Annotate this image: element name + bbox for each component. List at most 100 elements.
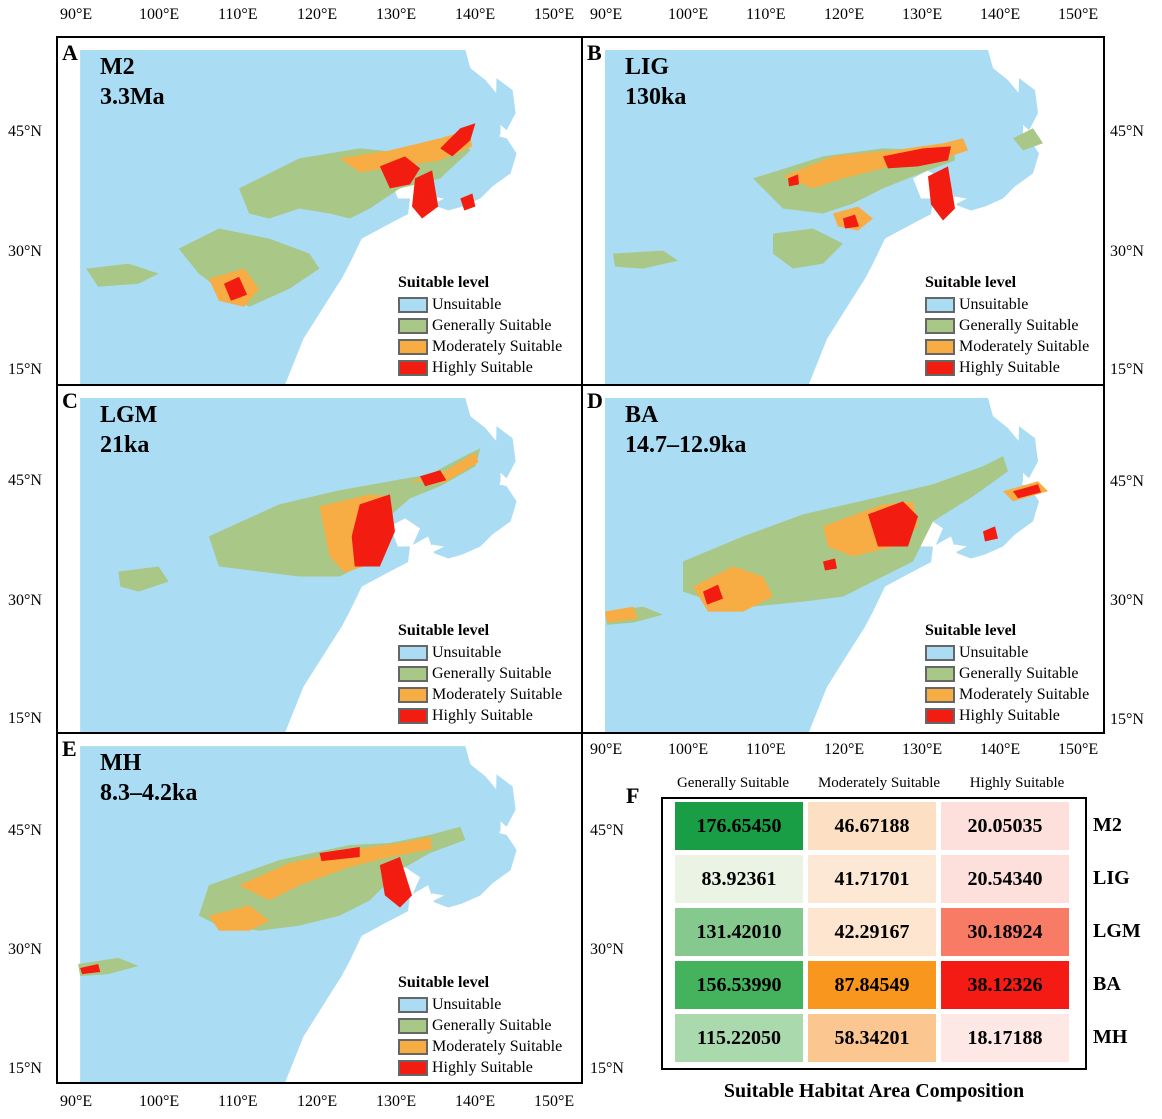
suitability-patch [351,494,395,567]
legend-swatch [925,644,955,661]
suitability-patch [1013,128,1043,151]
row-header: M2 [1093,814,1122,836]
lon-tick: 120°E [297,1093,338,1110]
lon-tick: 130°E [902,741,943,758]
panel-period-age: 14.7–12.9ka [625,432,747,458]
lon-tick: 110°E [746,741,786,758]
legend-swatch [925,707,955,724]
lat-tick: 45°N [8,472,42,489]
legend-label: Unsuitable [959,295,1029,313]
lon-tick: 150°E [534,1093,575,1110]
legend-swatch [398,1038,428,1055]
yellow-sea [931,536,958,569]
lat-tick: 15°N [590,1060,624,1077]
legend-swatch [925,665,955,682]
panel-label: E [62,736,77,761]
japan-islands [432,426,517,559]
suitability-patch [773,228,843,269]
row-header: BA [1093,973,1121,995]
legend-label: Moderately Suitable [432,685,563,703]
japan-islands [432,78,517,211]
legend-title: Suitable level [925,622,1017,639]
lat-tick: 45°N [8,123,42,140]
panel-period-age: 130ka [625,84,687,110]
lat-tick: 15°N [8,361,42,378]
legend-label: Generally Suitable [959,664,1079,682]
suitability-patch [379,156,421,189]
table-cell: 115.22050 [675,1014,803,1062]
legend-item: Unsuitable [925,294,1089,315]
map-drawing [58,386,581,732]
lon-tick: 90°E [60,6,93,23]
legend-item: Moderately Suitable [398,684,562,705]
legend-title: Suitable level [925,274,1017,291]
lon-tick: 120°E [824,6,865,23]
suitability-patch [883,146,951,169]
legend-label: Unsuitable [432,995,502,1013]
legend-label: Unsuitable [959,643,1029,661]
legend-item: Generally Suitable [398,663,562,684]
legend-label: Moderately Suitable [432,1037,563,1055]
legend-swatch [398,296,428,313]
unsuitable-region [605,50,1023,384]
lon-tick: 140°E [980,741,1021,758]
lon-tick: 150°E [1058,741,1099,758]
table-cell: 42.29167 [808,908,936,956]
lat-tick: 30°N [8,941,42,958]
table-cell: 30.18924 [941,908,1069,956]
map-panel-b: B LIG 130ka Suitable level Unsuitable General… [581,36,1105,386]
legend-swatch [925,296,955,313]
legend-item: Generally Suitable [398,1015,562,1036]
panel-period-name: M2 [100,54,135,80]
suitability-patch [983,526,998,542]
column-header: Moderately Suitable [817,775,941,791]
lat-tick: 45°N [590,822,624,839]
table-cell: 176.65450 [675,802,803,850]
legend-label: Moderately Suitable [959,337,1090,355]
legend-swatch [398,665,428,682]
suitability-patch [843,214,859,229]
map-panel-c: C LGM 21ka Suitable level Unsuitable Generall… [56,384,583,734]
panel-period-name: BA [625,402,659,428]
map-panel-a: A M2 3.3Ma Suitable level Unsuitable Generall… [56,36,583,386]
lon-tick: 150°E [1058,6,1099,23]
legend-item: Unsuitable [398,642,562,663]
map-drawing [58,734,581,1082]
legend: Suitable level Unsuitable Generally Suitab… [398,622,562,726]
panel-period-name: LGM [100,402,158,428]
table-cell: 83.92361 [675,855,803,903]
legend: Suitable level Unsuitable Generally Suitab… [925,622,1089,726]
table-cell: 41.71701 [808,855,936,903]
legend-label: Generally Suitable [432,316,552,334]
lon-tick: 90°E [590,741,623,758]
map-drawing [583,38,1103,384]
legend-swatch [925,338,955,355]
legend: Suitable level Unsuitable Generally Suitab… [925,274,1089,378]
panel-period-name: MH [100,750,142,776]
legend-label: Generally Suitable [432,664,552,682]
legend-swatch [925,359,955,376]
legend-item: Unsuitable [398,994,562,1015]
suitability-patch [86,263,159,287]
legend-item: Generally Suitable [398,315,562,336]
suitability-patch [605,606,638,623]
lat-tick: 15°N [8,710,42,727]
lon-tick: 100°E [668,6,709,23]
lon-tick: 100°E [139,1093,180,1110]
legend-label: Highly Suitable [432,706,533,724]
legend-item: Unsuitable [398,294,562,315]
table-cell: 131.42010 [675,908,803,956]
lon-tick: 110°E [746,6,786,23]
legend-title: Suitable level [398,274,490,291]
panel-period-age: 8.3–4.2ka [100,780,198,806]
table-cell: 87.84549 [808,961,936,1009]
legend-item: Unsuitable [925,642,1089,663]
lat-tick: 45°N [1110,123,1144,140]
lon-tick: 100°E [139,6,180,23]
suitability-patch [410,452,479,483]
legend-title: Suitable level [398,974,490,991]
legend-label: Unsuitable [432,643,502,661]
lon-tick: 90°E [590,6,623,23]
legend-swatch [398,707,428,724]
unsuitable-region [80,50,501,384]
